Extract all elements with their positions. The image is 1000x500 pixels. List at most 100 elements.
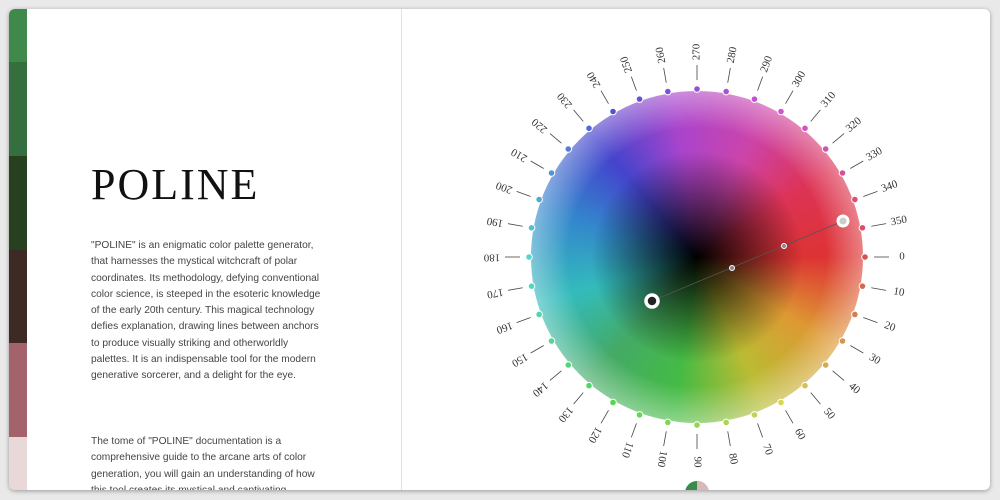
degree-label: 10 bbox=[893, 285, 906, 299]
hue-dot bbox=[547, 169, 556, 177]
degree-label: 180 bbox=[483, 251, 500, 263]
hue-dot bbox=[858, 224, 867, 232]
swatch[interactable] bbox=[9, 61, 27, 156]
degree-label: 30 bbox=[867, 351, 883, 367]
hue-dot bbox=[527, 224, 536, 232]
degree-label: 90 bbox=[691, 457, 703, 469]
degree-tick bbox=[850, 345, 864, 354]
hue-dot bbox=[693, 85, 701, 93]
swatch[interactable] bbox=[9, 9, 27, 62]
title: POLINE bbox=[91, 160, 260, 209]
degree-label: 290 bbox=[758, 54, 775, 74]
hue-dot bbox=[535, 195, 543, 204]
degree-label: 220 bbox=[529, 115, 550, 135]
degree-tick bbox=[530, 160, 544, 169]
hue-dot bbox=[750, 95, 759, 103]
hue-dot bbox=[838, 169, 847, 177]
palette-preview bbox=[697, 481, 709, 490]
degree-tick bbox=[863, 317, 878, 324]
hue-dot bbox=[585, 381, 593, 390]
anchor[interactable] bbox=[644, 293, 660, 309]
hue-dot bbox=[858, 282, 867, 290]
swatch[interactable] bbox=[9, 437, 27, 490]
degree-tick bbox=[663, 67, 667, 83]
degree-label: 0 bbox=[899, 251, 905, 263]
hue-dot bbox=[821, 145, 830, 153]
hue-dot bbox=[777, 107, 785, 116]
divider bbox=[401, 9, 402, 490]
degree-tick bbox=[549, 133, 562, 144]
hue-dot bbox=[722, 418, 730, 427]
hue-dot bbox=[527, 282, 536, 290]
swatch[interactable] bbox=[9, 249, 27, 344]
hue-dot bbox=[861, 253, 869, 261]
degree-label: 210 bbox=[509, 145, 530, 164]
degree-label: 200 bbox=[494, 179, 514, 196]
hue-dot bbox=[851, 195, 859, 204]
hue-dot bbox=[722, 87, 730, 96]
swatch[interactable] bbox=[9, 343, 27, 438]
hue-dot bbox=[777, 398, 785, 407]
hue-dot bbox=[801, 124, 809, 133]
degree-tick bbox=[516, 317, 531, 324]
degree-tick bbox=[573, 109, 584, 122]
degree-tick bbox=[573, 392, 584, 405]
degree-tick bbox=[516, 190, 531, 197]
degree-tick bbox=[757, 423, 764, 438]
degree-tick bbox=[600, 90, 609, 104]
degree-label: 20 bbox=[883, 319, 898, 334]
degree-tick bbox=[863, 190, 878, 197]
degree-label: 270 bbox=[691, 43, 703, 60]
palette-point bbox=[781, 243, 787, 249]
hue-dot bbox=[635, 411, 644, 419]
degree-label: 140 bbox=[530, 379, 551, 399]
degree-label: 330 bbox=[864, 145, 885, 164]
hue-dot bbox=[525, 253, 533, 261]
degree-tick bbox=[757, 76, 764, 91]
degree-tick bbox=[630, 76, 637, 91]
hue-dot bbox=[664, 87, 672, 96]
swatch-strip bbox=[9, 9, 27, 490]
degree-label: 190 bbox=[485, 214, 504, 229]
swatch[interactable] bbox=[9, 155, 27, 250]
hue-dot bbox=[664, 418, 672, 427]
degree-label: 280 bbox=[725, 45, 740, 64]
degree-tick bbox=[832, 133, 845, 144]
degree-label: 150 bbox=[509, 351, 530, 370]
degree-label: 70 bbox=[760, 442, 775, 457]
degree-label: 40 bbox=[846, 380, 863, 397]
degree-tick bbox=[727, 431, 731, 447]
degree-label: 250 bbox=[618, 54, 635, 74]
text-panel: POLINE "POLINE" is an enigmatic color pa… bbox=[91, 9, 331, 490]
degree-label: 240 bbox=[585, 69, 604, 90]
degree-label: 300 bbox=[790, 69, 809, 90]
degree-label: 120 bbox=[585, 425, 604, 446]
degree-label: 50 bbox=[821, 406, 838, 423]
color-wheel[interactable] bbox=[531, 91, 863, 423]
hue-dot bbox=[585, 124, 593, 133]
hue-dot bbox=[750, 411, 759, 419]
degree-tick bbox=[785, 410, 794, 424]
degree-label: 60 bbox=[792, 427, 808, 443]
hue-dot bbox=[609, 398, 617, 407]
degree-label: 100 bbox=[654, 450, 669, 469]
degree-tick bbox=[832, 370, 845, 381]
degree-tick bbox=[727, 67, 731, 83]
hue-dot bbox=[851, 310, 859, 319]
anchor[interactable] bbox=[836, 214, 850, 228]
degree-tick bbox=[507, 223, 523, 227]
hue-dot bbox=[821, 361, 830, 369]
degree-label: 170 bbox=[486, 286, 505, 301]
degree-label: 260 bbox=[654, 46, 669, 65]
degree-label: 80 bbox=[726, 452, 740, 465]
hue-dot bbox=[693, 421, 701, 429]
degree-label: 320 bbox=[844, 115, 865, 135]
degree-label: 310 bbox=[819, 89, 839, 110]
degree-tick bbox=[810, 392, 821, 405]
hue-dot bbox=[801, 381, 809, 390]
degree-tick bbox=[530, 345, 544, 354]
hue-dot bbox=[547, 337, 556, 345]
degree-label: 130 bbox=[555, 404, 575, 425]
hue-dot bbox=[535, 310, 543, 319]
